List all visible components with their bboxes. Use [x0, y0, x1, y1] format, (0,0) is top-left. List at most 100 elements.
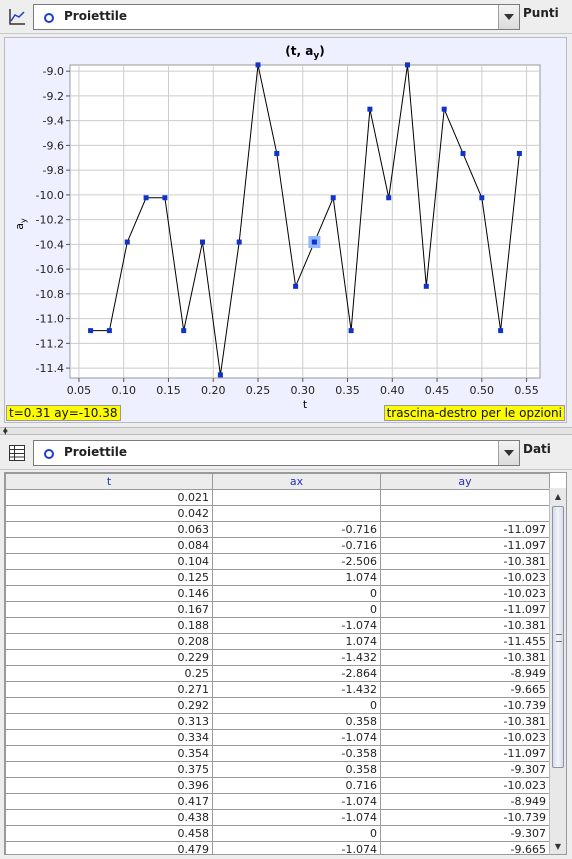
table-cell-ax[interactable]: -1.074 — [212, 841, 381, 854]
table-row[interactable]: 0.125 1.074 -10.023 — [5, 569, 550, 586]
table-cell-t[interactable]: 0.167 — [5, 601, 213, 618]
table-cell-ay[interactable]: -10.739 — [380, 697, 550, 714]
data-point[interactable] — [88, 328, 94, 334]
table-cell-ax[interactable]: -0.358 — [212, 745, 381, 762]
table-cell-ax[interactable]: 0.358 — [212, 761, 381, 778]
table-row[interactable]: 0.042 — [5, 505, 550, 522]
table-cell-ax[interactable]: 0 — [212, 601, 381, 618]
table-cell-ax[interactable]: -2.506 — [212, 553, 381, 570]
data-point[interactable] — [274, 150, 280, 156]
table-cell-t[interactable]: 0.042 — [5, 505, 213, 522]
column-header-ax[interactable]: ax — [212, 473, 381, 490]
table-row[interactable]: 0.313 0.358 -10.381 — [5, 713, 550, 730]
table-view-icon[interactable] — [5, 441, 29, 465]
table-row[interactable]: 0.229 -1.432 -10.381 — [5, 649, 550, 666]
table-cell-t[interactable]: 0.375 — [5, 761, 213, 778]
data-table[interactable]: t ax ay 0.021 0.042 0.063 -0.716 -11.097 0.08… — [4, 472, 567, 855]
table-row[interactable]: 0.25 -2.864 -8.949 — [5, 665, 550, 682]
table-row[interactable]: 0.188 -1.074 -10.381 — [5, 617, 550, 634]
table-cell-t[interactable]: 0.313 — [5, 713, 213, 730]
table-cell-ay[interactable] — [380, 505, 550, 522]
table-cell-t[interactable]: 0.084 — [5, 537, 213, 554]
scroll-down-icon[interactable]: ▼ — [554, 841, 562, 851]
table-cell-ay[interactable]: -9.307 — [380, 825, 550, 842]
table-cell-ax[interactable]: -1.074 — [212, 617, 381, 634]
table-cell-ay[interactable]: -10.739 — [380, 809, 550, 826]
table-cell-ax[interactable]: 0.358 — [212, 713, 381, 730]
plot-chart[interactable]: 0.05 0.10 0.15 0.20 0.25 0.30 0.35 0.40 0.45 0.50… — [5, 38, 566, 422]
table-row[interactable]: 0.146 0 -10.023 — [5, 585, 550, 602]
table-cell-ay[interactable]: -10.023 — [380, 585, 550, 602]
table-cell-ay[interactable]: -11.097 — [380, 521, 550, 538]
plot-panel[interactable]: 0.05 0.10 0.15 0.20 0.25 0.30 0.35 0.40 0.45 0.50… — [4, 37, 567, 423]
table-cell-t[interactable]: 0.104 — [5, 553, 213, 570]
data-point[interactable] — [386, 195, 392, 201]
table-cell-ay[interactable]: -10.381 — [380, 713, 550, 730]
panel-splitter[interactable]: ▲ ▼ — [0, 426, 572, 436]
table-cell-ay[interactable]: -10.381 — [380, 617, 550, 634]
data-point[interactable] — [516, 150, 522, 156]
data-point[interactable] — [106, 328, 112, 334]
table-row[interactable]: 0.396 0.716 -10.023 — [5, 777, 550, 794]
table-cell-ay[interactable]: -9.665 — [380, 841, 550, 854]
data-point[interactable] — [423, 283, 429, 289]
table-row[interactable]: 0.104 -2.506 -10.381 — [5, 553, 550, 570]
data-point[interactable] — [162, 195, 168, 201]
table-cell-ax[interactable]: 0.716 — [212, 777, 381, 794]
table-row[interactable]: 0.354 -0.358 -11.097 — [5, 745, 550, 762]
table-cell-t[interactable]: 0.292 — [5, 697, 213, 714]
table-cell-ax[interactable]: 1.074 — [212, 569, 381, 586]
table-cell-ax[interactable]: 0 — [212, 697, 381, 714]
table-cell-t[interactable]: 0.208 — [5, 633, 213, 650]
table-row[interactable]: 0.292 0 -10.739 — [5, 697, 550, 714]
table-row[interactable]: 0.458 0 -9.307 — [5, 825, 550, 842]
table-cell-ax[interactable]: -1.074 — [212, 809, 381, 826]
table-row[interactable]: 0.084 -0.716 -11.097 — [5, 537, 550, 554]
table-cell-ay[interactable]: -8.949 — [380, 665, 550, 682]
column-header-ay[interactable]: ay — [380, 473, 550, 490]
data-point[interactable] — [441, 106, 447, 112]
chevron-down-icon[interactable] — [498, 5, 519, 29]
table-cell-t[interactable]: 0.063 — [5, 521, 213, 538]
table-cell-ay[interactable]: -10.381 — [380, 553, 550, 570]
table-cell-ax[interactable] — [212, 505, 381, 522]
splitter-arrows-icon[interactable]: ▲ ▼ — [3, 426, 8, 436]
table-cell-t[interactable]: 0.334 — [5, 729, 213, 746]
table-row[interactable]: 0.417 -1.074 -8.949 — [5, 793, 550, 810]
table-cell-ay[interactable]: -9.665 — [380, 681, 550, 698]
table-cell-ay[interactable]: -10.023 — [380, 569, 550, 586]
table-cell-t[interactable]: 0.458 — [5, 825, 213, 842]
data-point[interactable] — [124, 239, 130, 245]
table-object-selector[interactable]: Proiettile — [33, 440, 520, 466]
table-cell-ax[interactable]: 1.074 — [212, 633, 381, 650]
table-cell-ax[interactable]: -1.432 — [212, 681, 381, 698]
table-cell-ay[interactable]: -10.023 — [380, 777, 550, 794]
data-point[interactable] — [498, 328, 504, 334]
table-scrollbar[interactable]: ▲ ▼ — [549, 488, 566, 854]
chevron-down-icon[interactable] — [498, 441, 519, 465]
data-point[interactable] — [293, 283, 299, 289]
table-cell-t[interactable]: 0.229 — [5, 649, 213, 666]
table-cell-t[interactable]: 0.479 — [5, 841, 213, 854]
table-cell-t[interactable]: 0.417 — [5, 793, 213, 810]
table-cell-ay[interactable]: -11.097 — [380, 601, 550, 618]
table-row[interactable]: 0.375 0.358 -9.307 — [5, 761, 550, 778]
table-cell-ay[interactable]: -11.455 — [380, 633, 550, 650]
table-row[interactable]: 0.021 — [5, 489, 550, 506]
table-row[interactable]: 0.063 -0.716 -11.097 — [5, 521, 550, 538]
table-row[interactable]: 0.438 -1.074 -10.739 — [5, 809, 550, 826]
table-cell-ay[interactable]: -10.023 — [380, 729, 550, 746]
table-cell-t[interactable]: 0.271 — [5, 681, 213, 698]
data-point[interactable] — [330, 195, 336, 201]
table-cell-ay[interactable] — [380, 489, 550, 506]
table-row[interactable]: 0.334 -1.074 -10.023 — [5, 729, 550, 746]
data-point[interactable] — [367, 106, 373, 112]
table-cell-ax[interactable] — [212, 489, 381, 506]
table-cell-ax[interactable]: -1.432 — [212, 649, 381, 666]
table-cell-ax[interactable]: 0 — [212, 825, 381, 842]
table-cell-t[interactable]: 0.188 — [5, 617, 213, 634]
scroll-up-icon[interactable]: ▲ — [554, 491, 562, 501]
table-cell-ay[interactable]: -8.949 — [380, 793, 550, 810]
table-cell-t[interactable]: 0.125 — [5, 569, 213, 586]
table-cell-t[interactable]: 0.146 — [5, 585, 213, 602]
